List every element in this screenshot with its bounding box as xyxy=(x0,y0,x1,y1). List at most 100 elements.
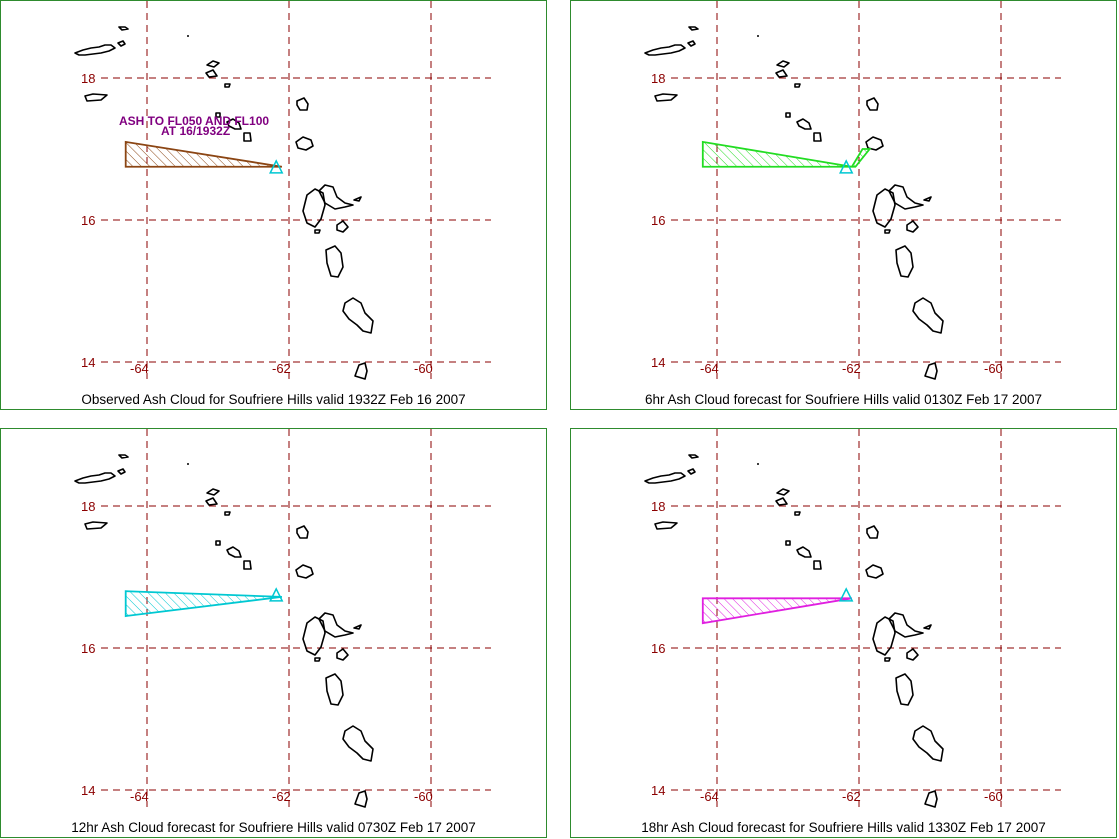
island-st-lucia-north xyxy=(354,362,368,380)
lat-tick-label: 16 xyxy=(651,641,665,656)
island-dominica xyxy=(895,673,914,706)
triangle-icon xyxy=(269,587,284,602)
island-guadeloupe-basse-terre xyxy=(302,616,326,656)
island-virgin-islands-east xyxy=(117,468,126,475)
triangle-icon xyxy=(839,587,854,602)
island-islet xyxy=(688,26,699,31)
lon-tick-label: -64 xyxy=(700,789,719,804)
panel-caption: Observed Ash Cloud for Soufriere Hills v… xyxy=(81,392,466,407)
island-st-martin xyxy=(775,69,788,78)
island-guadeloupe-grande-terre xyxy=(888,184,924,210)
island-saba xyxy=(215,540,221,546)
island-st-barts xyxy=(794,83,801,88)
lon-tick-label: -60 xyxy=(414,361,433,376)
island-les-saintes xyxy=(314,657,321,662)
island-virgin-islands xyxy=(644,44,686,56)
island-st-croix xyxy=(84,93,108,102)
island-antigua xyxy=(865,136,884,151)
triangle-icon xyxy=(269,159,284,174)
map-canvas: 18 16 14 -64 -62 -60 xyxy=(74,429,491,808)
panel-caption: 6hr Ash Cloud forecast for Soufriere Hil… xyxy=(645,392,1042,407)
island-virgin-islands xyxy=(74,472,116,484)
island-antigua xyxy=(295,136,314,151)
lon-tick-label: -64 xyxy=(700,361,719,376)
coastlines xyxy=(74,26,374,380)
lat-tick-label: 16 xyxy=(81,641,95,656)
island-marie-galante xyxy=(906,648,919,661)
panel-caption: 18hr Ash Cloud forecast for Soufriere Hi… xyxy=(641,820,1046,835)
ash-cloud-polygon xyxy=(124,590,283,618)
island-les-saintes xyxy=(884,657,891,662)
island-nevis xyxy=(813,560,822,570)
island-guadeloupe-basse-terre xyxy=(872,188,896,228)
lat-tick-label: 18 xyxy=(81,499,95,514)
lon-tick-label: -62 xyxy=(842,789,861,804)
lon-tick-label: -62 xyxy=(272,361,291,376)
island-islet xyxy=(688,454,699,459)
lat-tick-label: 18 xyxy=(651,499,665,514)
island-antigua xyxy=(295,564,314,579)
map-panel-6hr: 18 16 14 -64 -62 -60 6hr Ash Cloud forecast f… xyxy=(570,0,1117,410)
island-desirade xyxy=(923,624,932,630)
island-st-croix xyxy=(84,521,108,530)
island-islet xyxy=(118,26,129,31)
island-martinique xyxy=(912,725,944,762)
island-nevis xyxy=(813,132,822,142)
island-st-barts xyxy=(224,83,231,88)
island-virgin-islands xyxy=(644,472,686,484)
coastlines xyxy=(644,26,944,380)
map-canvas: 18 16 14 -64 -62 -60 xyxy=(644,429,1061,808)
ash-cloud-polygon xyxy=(701,597,853,625)
island-dominica xyxy=(325,673,344,706)
island-st-barts xyxy=(794,511,801,516)
ash-cloud-polygon xyxy=(124,140,283,168)
map-panel-18hr: 18 16 14 -64 -62 -60 18hr Ash Cloud forecast … xyxy=(570,428,1117,838)
coastlines xyxy=(644,454,944,808)
island-barbuda xyxy=(296,97,309,111)
ash-cloud-polygon xyxy=(701,140,872,168)
island-martinique xyxy=(912,297,944,334)
island-dot xyxy=(757,463,759,465)
coastlines xyxy=(74,454,374,808)
island-st-lucia-north xyxy=(354,790,368,808)
advisory-annotation-line2: AT 16/1932Z xyxy=(161,124,230,138)
lon-tick-label: -60 xyxy=(414,789,433,804)
island-saba xyxy=(785,540,791,546)
island-guadeloupe-basse-terre xyxy=(302,188,326,228)
lon-tick-label: -60 xyxy=(984,789,1003,804)
island-nevis xyxy=(243,132,252,142)
island-st-kitts xyxy=(226,118,242,130)
island-guadeloupe-basse-terre xyxy=(872,616,896,656)
island-virgin-islands-east xyxy=(687,40,696,47)
island-martinique xyxy=(342,725,374,762)
island-st-lucia-north xyxy=(924,362,938,380)
island-virgin-islands-east xyxy=(117,40,126,47)
island-les-saintes xyxy=(314,229,321,234)
island-st-kitts xyxy=(796,546,812,558)
island-st-croix xyxy=(654,521,678,530)
island-anguilla xyxy=(776,488,790,496)
map-canvas: 18 16 14 -64 -62 -60 xyxy=(644,1,1061,380)
island-st-martin xyxy=(205,69,218,78)
island-islet xyxy=(118,454,129,459)
lat-tick-label: 18 xyxy=(81,71,95,86)
island-guadeloupe-grande-terre xyxy=(888,612,924,638)
island-st-martin xyxy=(205,497,218,506)
lat-tick-label: 16 xyxy=(81,213,95,228)
island-st-lucia-north xyxy=(924,790,938,808)
island-nevis xyxy=(243,560,252,570)
lon-tick-label: -62 xyxy=(842,361,861,376)
island-saba xyxy=(215,112,221,118)
island-anguilla xyxy=(206,60,220,68)
island-st-croix xyxy=(654,93,678,102)
lon-tick-label: -60 xyxy=(984,361,1003,376)
island-dot xyxy=(187,463,189,465)
island-antigua xyxy=(865,564,884,579)
island-st-kitts xyxy=(796,118,812,130)
map-panel-12hr: 18 16 14 -64 -62 -60 12hr Ash Cloud forecast … xyxy=(0,428,547,838)
lat-tick-label: 14 xyxy=(81,355,95,370)
island-guadeloupe-grande-terre xyxy=(318,184,354,210)
island-barbuda xyxy=(866,525,879,539)
lon-tick-label: -62 xyxy=(272,789,291,804)
island-les-saintes xyxy=(884,229,891,234)
